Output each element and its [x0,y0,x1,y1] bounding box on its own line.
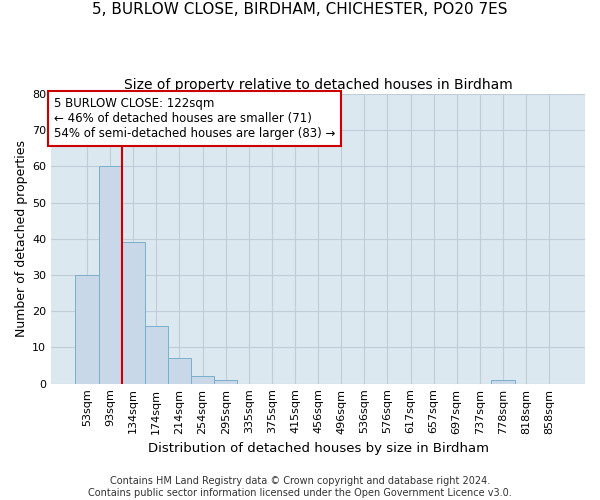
Title: Size of property relative to detached houses in Birdham: Size of property relative to detached ho… [124,78,512,92]
Y-axis label: Number of detached properties: Number of detached properties [15,140,28,338]
Bar [191,376,214,384]
Bar [491,380,515,384]
Bar [122,242,145,384]
Bar [98,166,122,384]
Text: 5 BURLOW CLOSE: 122sqm
← 46% of detached houses are smaller (71)
54% of semi-det: 5 BURLOW CLOSE: 122sqm ← 46% of detached… [54,97,335,140]
Text: 5, BURLOW CLOSE, BIRDHAM, CHICHESTER, PO20 7ES: 5, BURLOW CLOSE, BIRDHAM, CHICHESTER, PO… [92,2,508,18]
Bar [145,326,168,384]
Bar [168,358,191,384]
Bar [214,380,237,384]
X-axis label: Distribution of detached houses by size in Birdham: Distribution of detached houses by size … [148,442,488,455]
Bar [76,275,98,384]
Text: Contains HM Land Registry data © Crown copyright and database right 2024.
Contai: Contains HM Land Registry data © Crown c… [88,476,512,498]
